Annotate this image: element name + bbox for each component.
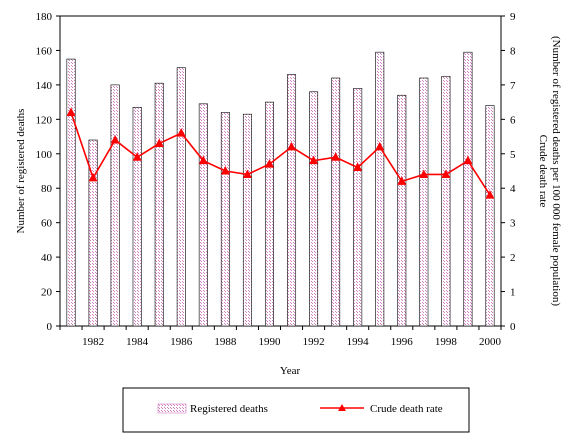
left-tick-label: 80 — [41, 183, 53, 195]
plot-frame — [59, 15, 502, 327]
bar-1982 — [88, 139, 98, 327]
bar-1998 — [441, 75, 451, 327]
right-tick-label: 9 — [510, 11, 516, 23]
legend-swatch-marker — [338, 404, 346, 411]
bar-1984 — [132, 106, 142, 327]
rate-marker-1994 — [353, 162, 363, 172]
rate-marker-1982 — [88, 172, 98, 182]
rate-line-group — [66, 107, 495, 199]
legend: Registered deaths Crude death rate — [122, 387, 470, 433]
rate-marker-1986 — [176, 128, 186, 137]
rate-marker-1987 — [198, 155, 208, 165]
right-tick-label: 1 — [510, 287, 516, 299]
bar-1983 — [110, 84, 120, 327]
x-tick-label: 1986 — [170, 336, 193, 348]
right-tick-label: 7 — [510, 80, 516, 92]
right-axis: 0 1 2 3 4 5 6 7 8 9 — [501, 11, 516, 333]
legend-swatch-bars — [157, 403, 187, 414]
x-axis: 1982 1984 1986 1988 1990 1992 1994 1996 1998 2000 — [59, 326, 502, 348]
rate-marker-1995 — [375, 141, 385, 151]
rate-marker-1990 — [264, 159, 274, 168]
legend-label-line: Crude death rate — [370, 403, 443, 415]
bar-1985 — [154, 82, 164, 327]
x-tick-label: 1998 — [435, 336, 458, 348]
rate-marker-1991 — [287, 141, 297, 151]
rate-marker-2000 — [485, 190, 495, 199]
x-tick-label: 2000 — [479, 336, 502, 348]
bar-1990 — [264, 101, 274, 327]
left-tick-label: 20 — [41, 287, 53, 299]
left-tick-label: 120 — [36, 114, 53, 126]
bar-1997 — [419, 77, 429, 327]
left-tick-label: 160 — [36, 45, 53, 57]
bar-1996 — [397, 94, 407, 327]
bars-group — [66, 51, 495, 327]
right-tick-label: 5 — [510, 149, 516, 161]
plot-area — [59, 15, 502, 327]
right-tick-label: 0 — [510, 321, 516, 333]
rate-marker-1983 — [110, 135, 120, 144]
rate-line — [70, 112, 491, 196]
bar-2000 — [485, 105, 495, 327]
y-axis-title-left: Number of registered deaths — [15, 109, 27, 234]
bar-1986 — [176, 67, 186, 327]
left-axis: 0 20 40 60 80 100 120 140 160 180 — [36, 11, 60, 333]
rate-marker-1985 — [154, 138, 164, 147]
x-axis-title: Year — [280, 365, 301, 377]
x-tick-label: 1982 — [82, 336, 104, 348]
bar-1988 — [220, 112, 230, 327]
bar-1992 — [309, 91, 319, 327]
rate-marker-1992 — [309, 155, 319, 165]
right-tick-label: 8 — [510, 45, 516, 57]
left-tick-label: 40 — [41, 252, 53, 264]
legend-label-bars: Registered deaths — [190, 403, 268, 415]
left-tick-label: 0 — [47, 321, 53, 333]
rate-marker-1993 — [331, 152, 341, 161]
rate-marker-1999 — [463, 155, 473, 165]
y-axis-title-right-line1: Crude death rate — [537, 135, 549, 208]
right-tick-label: 6 — [510, 114, 516, 126]
x-tick-label: 1994 — [347, 336, 370, 348]
x-tick-label: 1990 — [258, 336, 281, 348]
left-tick-label: 140 — [36, 80, 53, 92]
rate-marker-1996 — [397, 176, 407, 185]
rate-marker-1997 — [419, 169, 429, 178]
right-tick-label: 2 — [510, 252, 516, 264]
bar-1994 — [353, 88, 363, 327]
rate-marker-1984 — [132, 152, 142, 161]
x-tick-label: 1992 — [303, 336, 325, 348]
rate-marker-1988 — [220, 166, 230, 175]
bar-1991 — [287, 74, 297, 327]
right-tick-label: 3 — [510, 218, 516, 230]
left-tick-label: 180 — [36, 11, 53, 23]
x-tick-label: 1984 — [126, 336, 149, 348]
x-tick-label: 1988 — [214, 336, 237, 348]
bar-1999 — [463, 51, 473, 327]
rate-marker-1989 — [242, 169, 252, 178]
bar-1995 — [375, 51, 385, 327]
left-tick-label: 100 — [36, 149, 53, 161]
y-axis-title-right-line2: (Number of registered deaths per 100 000… — [550, 36, 562, 306]
rate-marker-1981 — [66, 107, 76, 116]
bar-1987 — [198, 103, 208, 327]
bar-1993 — [331, 77, 341, 327]
rate-marker-1998 — [441, 169, 451, 178]
x-tick-label: 1996 — [391, 336, 414, 348]
right-tick-label: 4 — [510, 183, 516, 195]
left-tick-label: 60 — [41, 218, 53, 230]
bar-1981 — [66, 58, 76, 327]
bar-1989 — [242, 113, 252, 327]
